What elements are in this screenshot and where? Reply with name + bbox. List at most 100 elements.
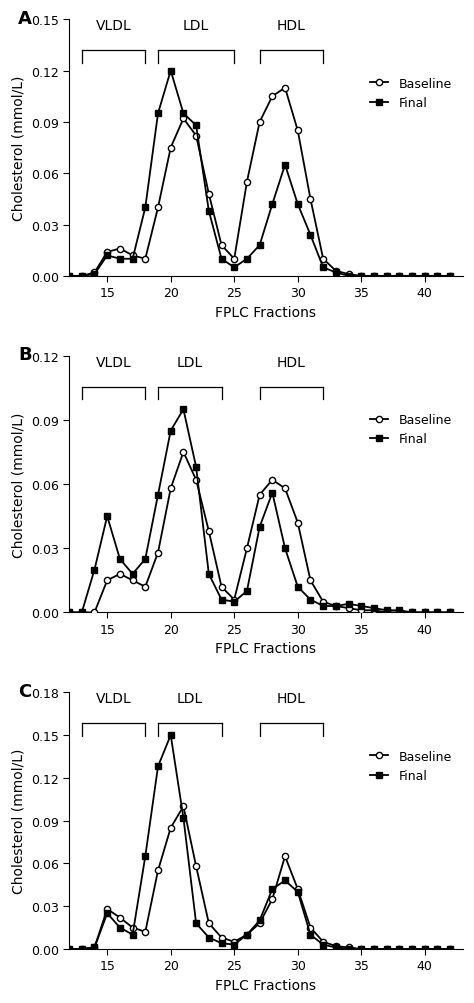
Line: Baseline: Baseline xyxy=(66,85,453,280)
Baseline xyxy=(181,113,186,125)
Baseline xyxy=(219,581,224,593)
Final xyxy=(181,404,186,416)
Legend: Baseline, Final: Baseline, Final xyxy=(365,745,456,787)
Final xyxy=(308,230,313,242)
Text: HDL: HDL xyxy=(277,355,306,369)
Baseline xyxy=(168,482,173,494)
Baseline xyxy=(244,543,250,555)
Text: HDL: HDL xyxy=(277,691,306,705)
Final xyxy=(66,271,72,283)
Y-axis label: Cholesterol (mmol/L): Cholesterol (mmol/L) xyxy=(11,76,25,221)
Final xyxy=(447,943,453,955)
Baseline xyxy=(91,267,97,279)
Baseline xyxy=(206,526,212,538)
Final xyxy=(397,271,402,283)
Baseline xyxy=(320,596,326,608)
X-axis label: FPLC Fractions: FPLC Fractions xyxy=(216,978,317,992)
Final xyxy=(155,108,161,120)
Baseline xyxy=(384,943,390,955)
Baseline xyxy=(422,943,428,955)
Baseline xyxy=(244,177,250,189)
Final xyxy=(117,254,123,266)
Baseline xyxy=(447,607,453,619)
Final xyxy=(320,601,326,613)
Final xyxy=(346,943,351,955)
Baseline xyxy=(130,575,136,587)
Line: Final: Final xyxy=(66,68,453,280)
Text: LDL: LDL xyxy=(183,19,209,33)
Legend: Baseline, Final: Baseline, Final xyxy=(365,72,456,114)
Text: C: C xyxy=(18,682,31,700)
Baseline xyxy=(295,125,301,137)
Baseline xyxy=(193,474,199,486)
Text: VLDL: VLDL xyxy=(96,355,131,369)
Final xyxy=(91,564,97,576)
Baseline xyxy=(168,821,173,833)
Baseline xyxy=(143,581,148,593)
Final xyxy=(435,271,440,283)
Final xyxy=(422,271,428,283)
Final xyxy=(409,943,415,955)
Baseline xyxy=(130,922,136,934)
Baseline xyxy=(117,569,123,581)
Baseline xyxy=(282,482,288,494)
Final xyxy=(257,915,263,927)
Baseline xyxy=(409,943,415,955)
Baseline xyxy=(143,926,148,938)
Baseline xyxy=(333,266,339,278)
Final xyxy=(384,943,390,955)
Baseline xyxy=(435,943,440,955)
Baseline xyxy=(308,575,313,587)
Final xyxy=(295,886,301,898)
Final xyxy=(231,596,237,608)
Baseline xyxy=(231,936,237,948)
Baseline xyxy=(231,594,237,606)
Final xyxy=(346,598,351,610)
Baseline xyxy=(308,922,313,934)
Final xyxy=(206,569,212,581)
Baseline xyxy=(447,271,453,283)
Baseline xyxy=(397,943,402,955)
Final xyxy=(219,254,224,266)
Baseline xyxy=(244,929,250,941)
Baseline xyxy=(308,194,313,206)
Final xyxy=(168,65,173,77)
Baseline xyxy=(257,918,263,930)
Baseline xyxy=(79,271,85,283)
Final xyxy=(168,729,173,741)
Final xyxy=(308,929,313,941)
Final xyxy=(358,271,364,283)
Final xyxy=(206,206,212,218)
Final xyxy=(143,851,148,863)
Final xyxy=(397,605,402,617)
Baseline xyxy=(295,883,301,895)
Text: HDL: HDL xyxy=(277,19,306,33)
Final xyxy=(244,929,250,941)
Final xyxy=(231,262,237,274)
Final xyxy=(371,943,377,955)
Final xyxy=(155,489,161,502)
Text: VLDL: VLDL xyxy=(96,19,131,33)
Final xyxy=(371,271,377,283)
Baseline xyxy=(282,851,288,863)
Final xyxy=(435,943,440,955)
Baseline xyxy=(155,547,161,559)
Final xyxy=(447,271,453,283)
Baseline xyxy=(384,607,390,619)
Final xyxy=(257,240,263,252)
Final xyxy=(66,943,72,955)
Baseline xyxy=(333,940,339,952)
Baseline xyxy=(79,607,85,619)
Final xyxy=(219,937,224,949)
Final xyxy=(193,461,199,473)
Baseline xyxy=(409,271,415,283)
Baseline xyxy=(66,271,72,283)
Final xyxy=(270,883,275,895)
Text: B: B xyxy=(18,346,31,364)
Baseline xyxy=(435,271,440,283)
Final xyxy=(384,271,390,283)
Final xyxy=(397,943,402,955)
Final xyxy=(91,942,97,954)
Final xyxy=(409,271,415,283)
Text: LDL: LDL xyxy=(177,691,203,705)
